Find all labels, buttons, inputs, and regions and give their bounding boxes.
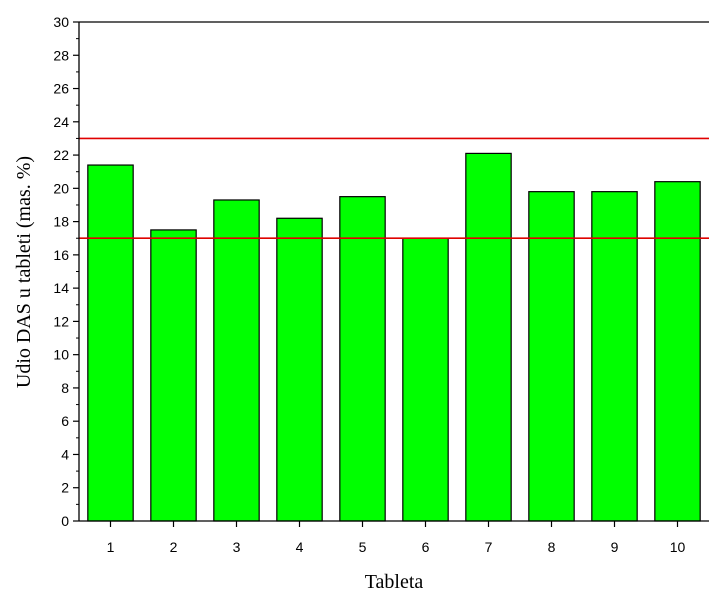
y-tick-label: 24 <box>53 114 69 130</box>
x-tick-label: 7 <box>485 539 493 555</box>
y-tick-label: 26 <box>53 81 69 97</box>
x-tick-label: 1 <box>107 539 115 555</box>
bar-4 <box>276 217 323 522</box>
y-tick-label: 8 <box>61 380 69 396</box>
y-tick-label: 30 <box>53 14 69 30</box>
bar-5 <box>339 196 386 522</box>
x-tick-label: 9 <box>611 539 619 555</box>
y-tick-label: 10 <box>53 347 69 363</box>
y-tick-label: 16 <box>53 247 69 263</box>
y-axis-label: Udio DAS u tableti (mas. %) <box>13 156 35 388</box>
x-tick-label: 4 <box>296 539 304 555</box>
y-tick-label: 22 <box>53 147 69 163</box>
y-tick-label: 28 <box>53 47 69 63</box>
bar-9 <box>591 191 638 522</box>
y-tick-label: 0 <box>61 513 69 529</box>
bar-8 <box>528 191 575 522</box>
bar-2 <box>150 229 197 522</box>
x-tick-label: 2 <box>170 539 178 555</box>
x-tick-label: 5 <box>359 539 367 555</box>
bar-6 <box>402 237 449 522</box>
y-tick-label: 6 <box>61 413 69 429</box>
bar-10 <box>654 181 701 522</box>
bar-1 <box>87 164 134 522</box>
x-axis-label: Tableta <box>365 571 424 593</box>
y-tick-label: 14 <box>53 280 69 296</box>
bar-7 <box>465 152 512 522</box>
y-tick-label: 2 <box>61 480 69 496</box>
y-tick-label: 12 <box>53 313 69 329</box>
y-tick-label: 18 <box>53 214 69 230</box>
bar-3 <box>213 199 260 522</box>
y-tick-label: 20 <box>53 180 69 196</box>
x-tick-label: 6 <box>422 539 430 555</box>
y-tick-label: 4 <box>61 446 69 462</box>
x-tick-label: 8 <box>548 539 556 555</box>
x-tick-label: 3 <box>233 539 241 555</box>
x-tick-label: 10 <box>670 539 686 555</box>
